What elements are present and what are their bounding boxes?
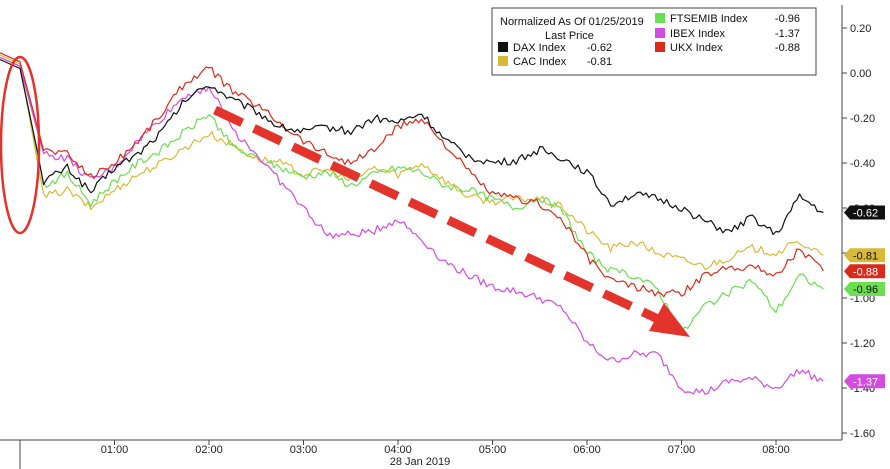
tag-value: -1.37 [853, 376, 878, 388]
legend-series-name: CAC Index [513, 56, 567, 68]
legend-swatch [655, 28, 665, 38]
legend-swatch [498, 56, 508, 66]
legend-swatch [655, 13, 665, 23]
y-tick-label: -0.40 [850, 158, 875, 170]
series-line-ukx [0, 52, 824, 298]
legend-last-value: -0.96 [775, 13, 800, 25]
x-tick-label: 04:00 [384, 444, 412, 456]
y-tick-label: -1.60 [850, 428, 875, 440]
last-price-tag-ukx: -0.88 [844, 264, 885, 279]
last-price-tag-ftsemib: -0.96 [844, 282, 885, 296]
legend-swatch [655, 42, 665, 52]
legend-entry-ukx: UKX Index -0.88 [655, 42, 800, 54]
tag-value: -0.96 [853, 284, 878, 296]
tag-background [844, 248, 885, 263]
x-tick-label: 05:00 [479, 444, 507, 456]
series-line-dax [0, 58, 824, 235]
x-axis-title: 28 Jan 2019 [390, 456, 451, 468]
tag-background [844, 282, 885, 296]
tag-background [844, 205, 885, 220]
series-lines [0, 52, 824, 395]
highlight-ellipse [0, 55, 41, 235]
series-line-ftsemib [0, 56, 824, 334]
tag-background [844, 264, 885, 279]
x-tick-label: 07:00 [668, 444, 696, 456]
y-tick-label: -0.20 [850, 113, 875, 125]
legend-last-value: -1.37 [775, 28, 800, 40]
legend-series-name: FTSEMIB Index [670, 13, 748, 25]
series-line-cac [0, 54, 824, 271]
legend-series-name: UKX Index [670, 42, 723, 54]
legend-series-name: IBEX Index [670, 28, 726, 40]
legend-entry-ibex: IBEX Index -1.37 [655, 28, 800, 40]
legend-last-value: -0.62 [587, 42, 612, 54]
y-tick-label: -1.20 [850, 338, 875, 350]
legend-title: Normalized As Of 01/25/2019 [500, 16, 644, 28]
legend-last-value: -0.88 [775, 42, 800, 54]
last-price-tag-dax: -0.62 [844, 205, 885, 220]
x-tick-label: 08:00 [762, 444, 790, 456]
legend-swatch [498, 42, 508, 52]
legend-entries: DAX Index -0.62 CAC Index -0.81 FTSEMIB Inde… [498, 13, 800, 68]
legend-entry-dax: DAX Index -0.62 [498, 42, 612, 54]
legend: Normalized As Of 01/25/2019 Last Price D… [491, 7, 817, 76]
y-tick-label: 0.20 [850, 23, 871, 35]
y-tick-label: 0.00 [850, 68, 871, 80]
legend-box [491, 7, 817, 76]
annotations [0, 55, 690, 337]
tag-value: -0.62 [853, 208, 878, 220]
legend-last-value: -0.81 [587, 56, 612, 68]
legend-series-name: DAX Index [513, 42, 566, 54]
x-tick-label: 06:00 [573, 444, 601, 456]
series-line-ibex [0, 56, 824, 395]
last-price-tags: -0.62 -0.81 -0.88 -0.96 -1.37 [844, 205, 885, 389]
trend-arrow-head [649, 303, 690, 337]
last-price-tag-ibex: -1.37 [844, 374, 885, 389]
tag-background [844, 374, 885, 389]
tag-value: -0.88 [853, 266, 878, 278]
x-tick-label: 02:00 [195, 444, 223, 456]
legend-entry-cac: CAC Index -0.81 [498, 56, 612, 68]
tag-value: -0.81 [853, 250, 878, 262]
legend-entry-ftsemib: FTSEMIB Index -0.96 [655, 13, 800, 25]
x-tick-label: 03:00 [290, 444, 318, 456]
trend-arrow-shaft [213, 105, 662, 325]
legend-subtitle: Last Price [545, 30, 594, 42]
last-price-tag-cac: -0.81 [844, 248, 885, 263]
x-tick-label: 01:00 [101, 444, 129, 456]
